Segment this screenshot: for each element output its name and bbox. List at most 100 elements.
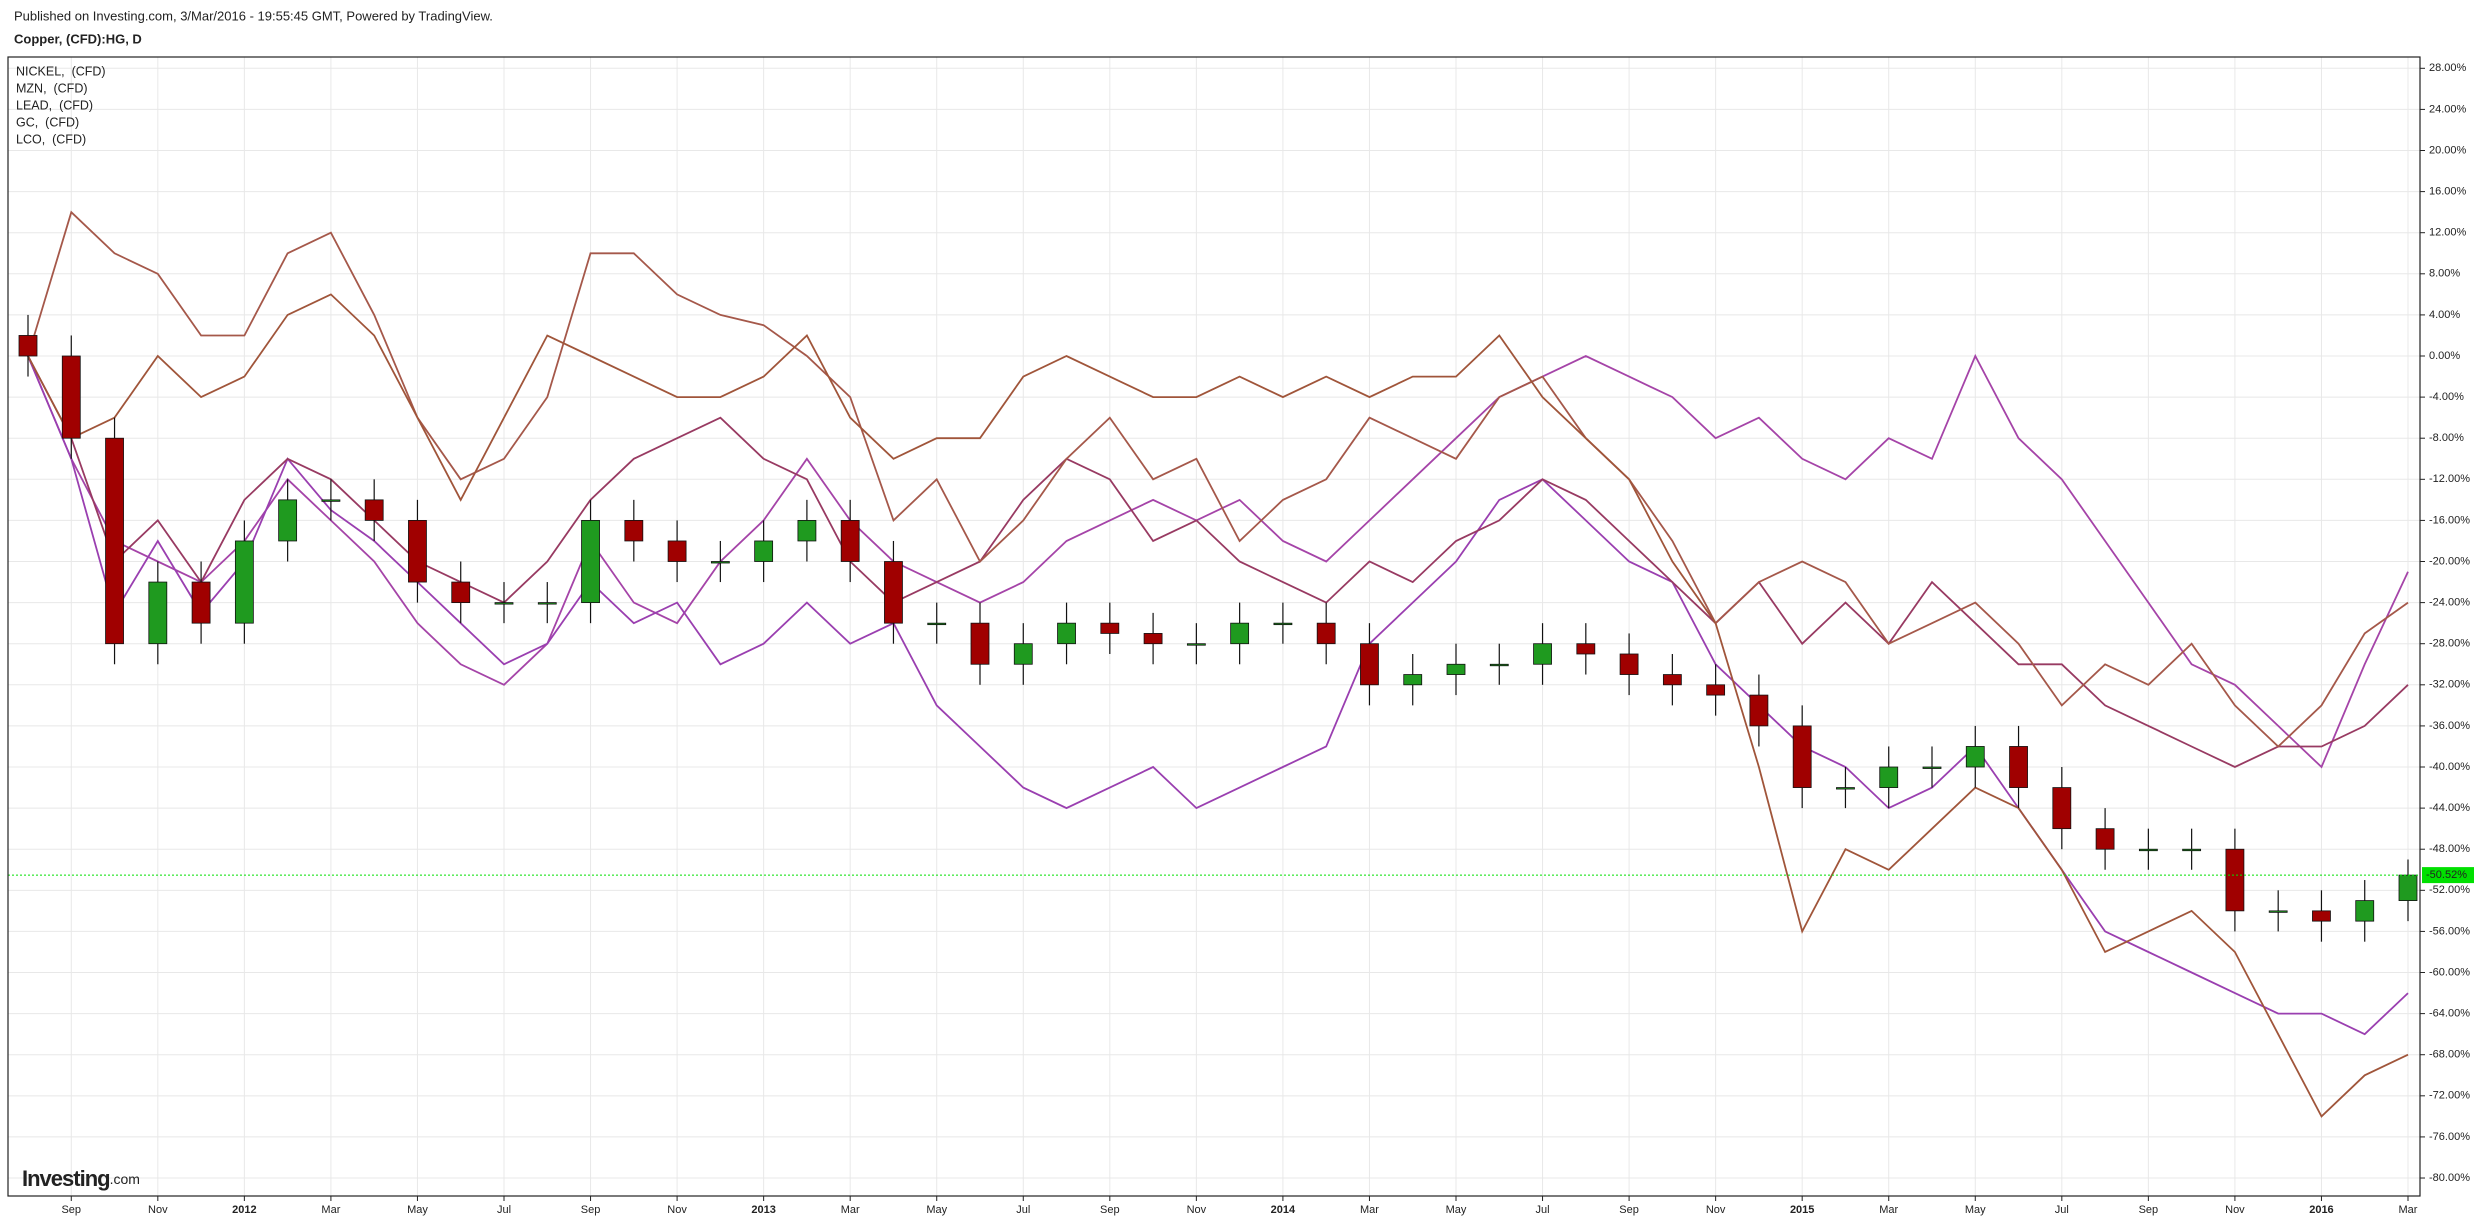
x-tick-label: 2014 <box>1271 1204 1296 1216</box>
candle-body <box>840 520 860 562</box>
candle-body <box>1792 725 1812 788</box>
candle-body <box>2268 910 2288 913</box>
candle-body <box>927 622 947 626</box>
candle-body <box>451 581 471 604</box>
x-tick-label: Jul <box>1536 1204 1550 1216</box>
legend-label: LEAD, (CFD) <box>16 98 93 112</box>
x-tick-label: Mar <box>321 1204 340 1216</box>
candle-body <box>970 622 990 665</box>
y-tick-label: 0.00% <box>2429 350 2460 362</box>
candle-body <box>1922 766 1942 769</box>
last-price-box <box>2422 867 2474 884</box>
candle-body <box>1057 622 1076 645</box>
y-tick-label: -28.00% <box>2429 638 2470 650</box>
candle-body <box>2009 746 2028 788</box>
candle-body <box>2095 828 2115 850</box>
y-tick-label: -16.00% <box>2429 514 2470 526</box>
candle-body <box>710 561 730 564</box>
x-tick-label: Nov <box>2225 1204 2245 1216</box>
candle-body <box>191 581 211 624</box>
candle-body <box>1576 643 1596 655</box>
symbol-title: Copper, (CFD):HG, D <box>14 31 142 46</box>
legend-label: NICKEL, (CFD) <box>16 64 106 78</box>
y-tick-label: -44.00% <box>2429 802 2470 814</box>
candle-body <box>1836 787 1855 790</box>
candle-body <box>18 335 38 357</box>
candle-body <box>1749 694 1769 727</box>
candle-body <box>581 520 600 604</box>
published-note: Published on Investing.com, 3/Mar/2016 -… <box>14 8 493 23</box>
x-tick-label: Sep <box>2139 1204 2159 1216</box>
x-tick-label: Nov <box>1706 1204 1726 1216</box>
x-tick-label: 2016 <box>2309 1204 2333 1216</box>
x-tick-label: Mar <box>1360 1204 1379 1216</box>
y-tick-label: 4.00% <box>2429 309 2460 321</box>
candle-body <box>408 520 427 583</box>
y-tick-label: -56.00% <box>2429 925 2470 937</box>
y-tick-label: -52.00% <box>2429 884 2470 896</box>
candle-body <box>1965 746 1985 768</box>
x-tick-label: Sep <box>61 1204 81 1216</box>
logo: Investing.com <box>22 1166 140 1191</box>
candle-body <box>364 499 384 521</box>
x-tick-label: Sep <box>1619 1204 1639 1216</box>
candle-body <box>148 581 168 645</box>
x-tick-label: Nov <box>667 1204 687 1216</box>
candle-body <box>1143 633 1163 645</box>
candle-body <box>105 437 124 645</box>
y-tick-label: -20.00% <box>2429 555 2470 567</box>
series-line <box>27 355 2409 1036</box>
series-line <box>27 210 2409 748</box>
candle-body <box>1273 622 1293 626</box>
legend-label: LCO, (CFD) <box>16 132 86 146</box>
candle-body <box>234 540 254 624</box>
candle-body <box>2138 848 2158 852</box>
x-tick-label: Jul <box>1016 1204 1030 1216</box>
logo-main: Investing <box>22 1166 110 1191</box>
x-tick-label: Jul <box>497 1204 511 1216</box>
x-tick-label: Mar <box>841 1204 860 1216</box>
candle-body <box>624 520 644 542</box>
candle-body <box>1316 622 1336 645</box>
y-tick-label: 24.00% <box>2429 103 2467 115</box>
series-line <box>27 293 2409 1118</box>
x-tick-label: Sep <box>581 1204 601 1216</box>
plot-frame <box>7 56 2421 1197</box>
candle-body <box>278 499 298 542</box>
x-tick-label: 2013 <box>751 1204 775 1216</box>
y-tick-label: -24.00% <box>2429 597 2470 609</box>
candle-body <box>494 602 514 605</box>
candle-body <box>2052 787 2072 830</box>
y-tick-label: -12.00% <box>2429 473 2470 485</box>
candle-body <box>1446 663 1466 675</box>
y-tick-label: -80.00% <box>2429 1172 2470 1184</box>
candle-body <box>884 561 903 624</box>
y-tick-label: -40.00% <box>2429 761 2470 773</box>
y-tick-label: -76.00% <box>2429 1131 2470 1143</box>
candle-body <box>1662 674 1682 686</box>
legend-label: GC, (CFD) <box>16 115 79 129</box>
x-tick-label: May <box>407 1204 428 1216</box>
x-tick-label: May <box>1965 1204 1986 1216</box>
last-price-label: -50.52% <box>2426 869 2467 881</box>
candle-body <box>1533 643 1552 665</box>
x-tick-label: 2012 <box>232 1204 256 1216</box>
candle-body <box>1403 674 1423 686</box>
candle-body <box>1489 663 1509 667</box>
y-tick-label: 28.00% <box>2429 62 2467 74</box>
candle-body <box>2225 848 2245 912</box>
candle-body <box>537 602 557 605</box>
candle-body <box>2398 874 2418 901</box>
x-tick-label: Nov <box>1187 1204 1207 1216</box>
candle-body <box>754 540 774 562</box>
y-tick-label: -36.00% <box>2429 720 2470 732</box>
x-tick-label: May <box>926 1204 947 1216</box>
y-tick-label: -4.00% <box>2429 391 2464 403</box>
x-tick-label: Sep <box>1100 1204 1120 1216</box>
y-tick-label: -68.00% <box>2429 1049 2470 1061</box>
candle-body <box>2355 900 2375 922</box>
candle-body <box>797 520 817 542</box>
x-tick-label: 2015 <box>1790 1204 1814 1216</box>
